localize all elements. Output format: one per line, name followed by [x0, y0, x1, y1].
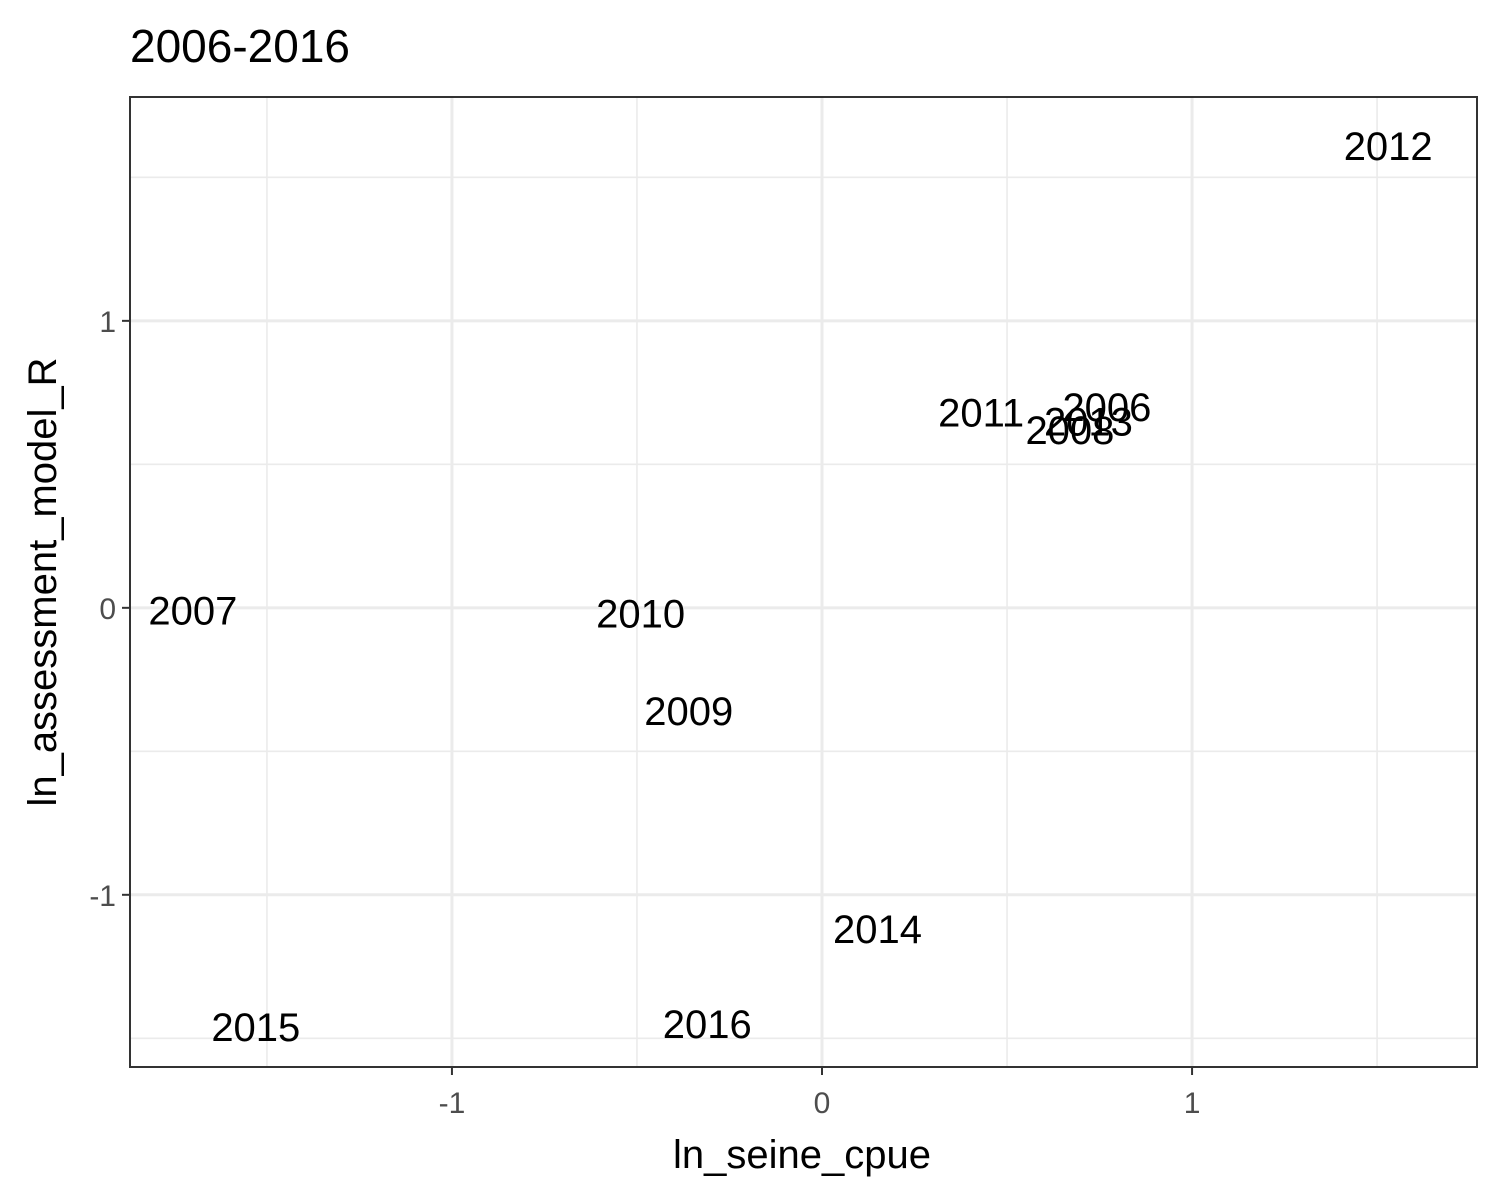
y-axis-title: ln_assessment_model_R [21, 357, 65, 806]
point-label-2016: 2016 [663, 1003, 752, 1047]
point-label-2011: 2011 [938, 392, 1024, 436]
x-tick-label: -1 [439, 1087, 466, 1120]
point-label-2007: 2007 [148, 590, 237, 634]
x-tick-label: 1 [1184, 1087, 1201, 1120]
point-label-2013: 2013 [1044, 400, 1133, 444]
chart-title: 2006-2016 [130, 20, 350, 72]
point-label-2014: 2014 [833, 908, 922, 952]
y-tick-label: 0 [99, 593, 116, 626]
point-label-2012: 2012 [1344, 125, 1433, 169]
panel-border [129, 96, 1478, 1068]
data-labels: 2006 2007 2008 2009 2010 2011 2012 2013 2014 2015… [148, 125, 1432, 1050]
point-label-2009: 2009 [644, 690, 733, 734]
point-label-2010: 2010 [596, 593, 685, 637]
minor-gridlines [130, 97, 1477, 1067]
major-gridlines [130, 97, 1477, 1067]
y-tick-label: 1 [99, 306, 116, 339]
axis-ticks: -1 0 1 -1 0 1 [89, 306, 1200, 1120]
point-label-2008: 2008 [1025, 409, 1114, 453]
x-tick-label: 0 [814, 1087, 831, 1120]
point-label-2006: 2006 [1062, 386, 1151, 430]
y-tick-label: -1 [89, 880, 116, 913]
point-label-2015: 2015 [211, 1006, 300, 1050]
x-axis-title: ln_seine_cpue [673, 1133, 931, 1177]
